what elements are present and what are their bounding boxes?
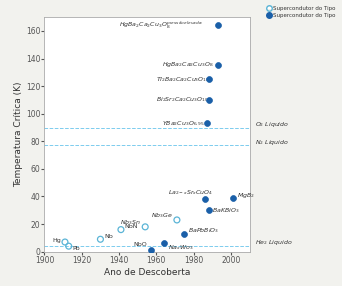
Y-axis label: Temperatura Crítica (K): Temperatura Crítica (K) bbox=[14, 82, 23, 187]
Text: Pb: Pb bbox=[73, 247, 80, 251]
Point bbox=[204, 121, 210, 126]
Point bbox=[161, 241, 167, 246]
Text: $HgBa_2Ca_2Cu_3O_8$: $HgBa_2Ca_2Cu_3O_8$ bbox=[162, 59, 213, 69]
X-axis label: Ano de Descoberta: Ano de Descoberta bbox=[104, 268, 190, 277]
Point bbox=[202, 197, 208, 202]
Text: NbO: NbO bbox=[133, 242, 147, 247]
Text: $O_2$ Liquido: $O_2$ Liquido bbox=[255, 120, 289, 129]
Point bbox=[230, 196, 236, 200]
Point bbox=[143, 225, 148, 229]
Text: $La_{2-x}Sr_xCuO_4$: $La_{2-x}Sr_xCuO_4$ bbox=[168, 188, 213, 197]
Point bbox=[206, 208, 211, 212]
Point bbox=[206, 77, 211, 82]
Text: Nb: Nb bbox=[104, 234, 113, 239]
Point bbox=[174, 218, 180, 222]
Point bbox=[215, 63, 221, 68]
Point bbox=[98, 237, 103, 242]
Text: $Tl_2Ba_2Ca_2Cu_3O_{10}$: $Tl_2Ba_2Ca_2Cu_3O_{10}$ bbox=[156, 75, 210, 84]
Text: $N_2$ Liquido: $N_2$ Liquido bbox=[255, 138, 289, 147]
Text: $Bi_2Sr_2Ca_2Cu_3O_{10}$: $Bi_2Sr_2Ca_2Cu_3O_{10}$ bbox=[156, 96, 209, 104]
Point bbox=[206, 98, 211, 102]
Point bbox=[118, 227, 124, 232]
Text: NbN: NbN bbox=[125, 224, 138, 229]
Text: $YBa_2Cu_3O_{6.95}$: $YBa_2Cu_3O_{6.95}$ bbox=[162, 119, 205, 128]
Text: $BaKBiO_3$: $BaKBiO_3$ bbox=[212, 206, 240, 215]
Text: $HgBa_2Ca_2Cu_3O_8^{pressão elevada}$: $HgBa_2Ca_2Cu_3O_8^{pressão elevada}$ bbox=[119, 20, 203, 31]
Text: $Nb_3Ge$: $Nb_3Ge$ bbox=[151, 211, 173, 220]
Legend: Supercondutor do Tipo, Supercondutor do Tipo: Supercondutor do Tipo, Supercondutor do … bbox=[267, 6, 336, 18]
Text: $MgB_2$: $MgB_2$ bbox=[237, 191, 254, 200]
Point bbox=[66, 244, 71, 249]
Point bbox=[148, 248, 154, 253]
Text: $Na_xWo_3$: $Na_xWo_3$ bbox=[168, 243, 193, 252]
Point bbox=[182, 231, 187, 236]
Point bbox=[215, 23, 221, 28]
Text: $BaPbBiO_3$: $BaPbBiO_3$ bbox=[188, 227, 219, 235]
Text: $He_2$ Liquido: $He_2$ Liquido bbox=[255, 238, 293, 247]
Text: $Nb_3Sn$: $Nb_3Sn$ bbox=[120, 218, 142, 227]
Text: Hg: Hg bbox=[53, 238, 61, 243]
Point bbox=[62, 240, 68, 244]
